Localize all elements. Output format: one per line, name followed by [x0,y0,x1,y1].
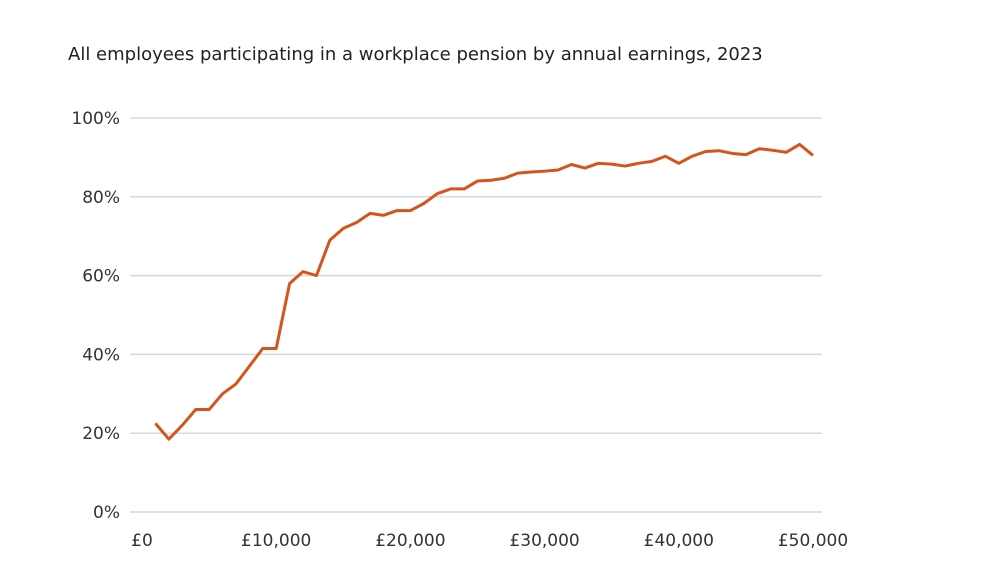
y-tick-label: 0% [93,503,120,523]
x-tick-label: £50,000 [778,531,848,551]
x-tick-label: £10,000 [241,531,311,551]
x-tick-label: £0 [131,531,153,551]
x-tick-label: £30,000 [509,531,579,551]
x-tick-label: £20,000 [375,531,445,551]
y-tick-label: 80% [82,188,120,208]
y-tick-label: 20% [82,424,120,444]
data-line [154,142,814,441]
chart-title: All employees participating in a workpla… [68,44,763,65]
y-tick-label: 40% [82,345,120,365]
y-tick-label: 60% [82,267,120,287]
x-tick-label: £40,000 [644,531,714,551]
y-tick-label: 100% [71,109,120,129]
